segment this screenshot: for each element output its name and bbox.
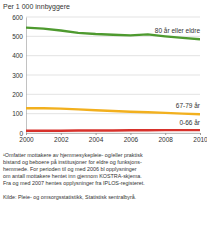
x-tick-label: 2004 bbox=[89, 136, 104, 143]
series-label: 80 år eller eldre bbox=[155, 27, 201, 34]
x-tick: 2002 bbox=[54, 133, 69, 143]
y-tick-label: 100 bbox=[12, 110, 23, 117]
x-axis-line bbox=[27, 134, 201, 136]
series-label: 0-66 år bbox=[179, 119, 200, 126]
x-tick: 2008 bbox=[158, 133, 173, 143]
y-tick: 100 bbox=[12, 110, 26, 117]
x-tick-label: 2008 bbox=[158, 136, 173, 143]
grid-line bbox=[26, 75, 200, 76]
series-line bbox=[26, 129, 200, 132]
x-tick-label: 2010 bbox=[193, 136, 207, 143]
footnote: Fra og med 2007 hentes opplysninger fra … bbox=[3, 180, 145, 186]
y-tick: 200 bbox=[12, 91, 26, 98]
x-tick-label: 2002 bbox=[54, 136, 69, 143]
y-tick-label: 300 bbox=[12, 72, 23, 79]
plot-area bbox=[26, 28, 200, 131]
y-tick-label: 500 bbox=[12, 33, 23, 40]
series-line bbox=[26, 108, 200, 114]
chart: Per 1 000 innbyggere01002003004005006002… bbox=[0, 0, 207, 226]
grid bbox=[26, 17, 200, 133]
footnote: hemmede. For perioden til og med 2006 bl… bbox=[3, 166, 137, 172]
grid-line bbox=[26, 55, 200, 56]
y-tick-label: 400 bbox=[12, 52, 23, 59]
x-axis: 2000 2002 2004 2006 2008 2010 bbox=[19, 133, 207, 143]
y-axis: 0100200300400500600 bbox=[12, 14, 26, 137]
y-tick: 500 bbox=[12, 33, 26, 40]
y-tick-label: 200 bbox=[12, 91, 23, 98]
footnote: om antall mottakere hentet inn gjennom K… bbox=[3, 173, 142, 179]
y-tick: 600 bbox=[12, 14, 26, 21]
footnote: ¹Omfatter mottakere av hjemmesykepleie- … bbox=[3, 152, 143, 158]
title: Per 1 000 innbyggere bbox=[3, 3, 70, 11]
x-tick-label: 2006 bbox=[124, 136, 139, 143]
series-line bbox=[26, 28, 200, 40]
x-tick: 2004 bbox=[89, 133, 104, 143]
x-tick: 2010 bbox=[193, 133, 207, 143]
y-tick-label: 600 bbox=[12, 14, 23, 21]
y-axis-line bbox=[26, 18, 27, 134]
source: Kilde: Pleie- og omsorgsstatistikk, Stat… bbox=[3, 194, 136, 200]
grid-line bbox=[26, 94, 200, 95]
grid-line bbox=[26, 17, 200, 18]
series-label: 67-79 år bbox=[176, 102, 201, 109]
footnote: bistand og beboere på institusjoner for … bbox=[3, 159, 142, 165]
x-tick: 2000 bbox=[19, 133, 34, 143]
x-tick-label: 2000 bbox=[19, 136, 34, 143]
x-tick: 2006 bbox=[124, 133, 139, 143]
y-tick: 400 bbox=[12, 52, 26, 59]
y-tick: 300 bbox=[12, 72, 26, 79]
